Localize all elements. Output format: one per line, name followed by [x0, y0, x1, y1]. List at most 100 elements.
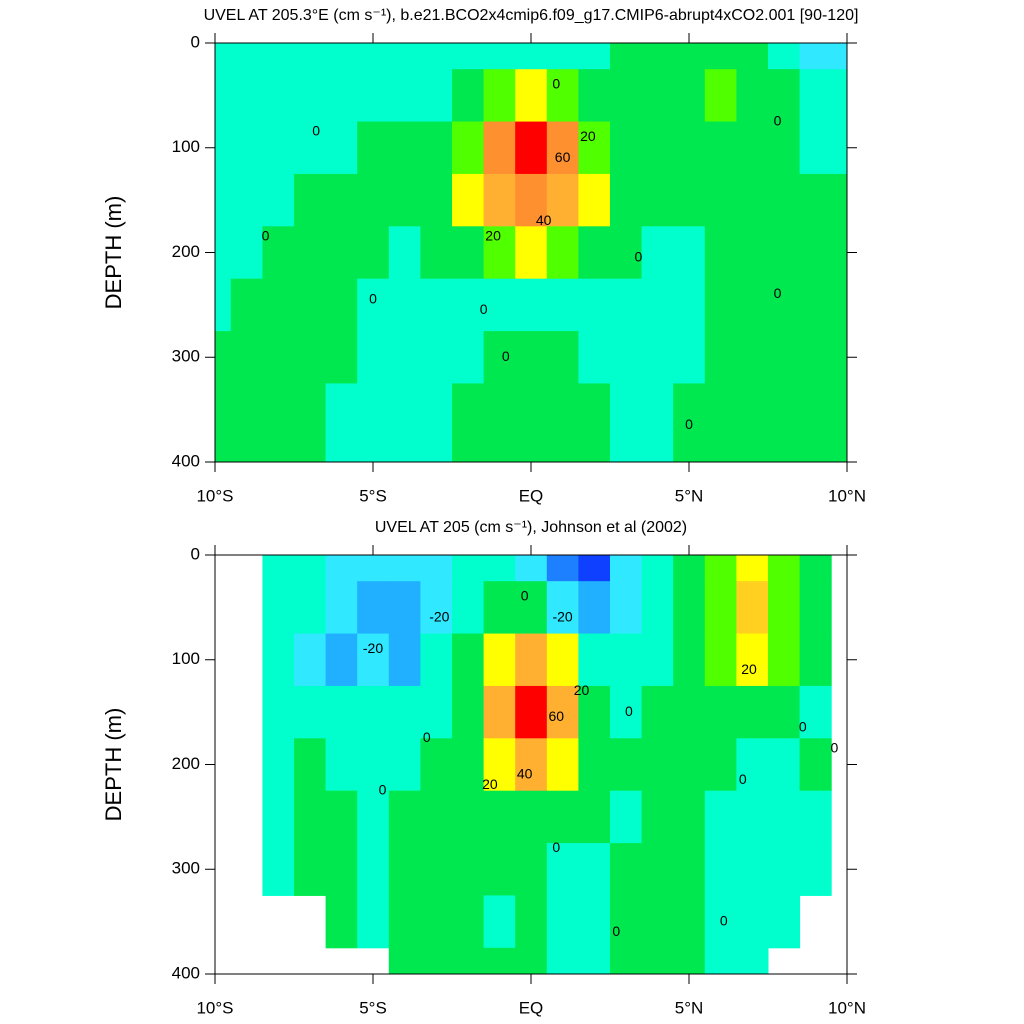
contour-cell: [546, 121, 579, 175]
contour-cell: [325, 685, 358, 739]
contour-cell: [768, 383, 801, 437]
contour-cell: [641, 226, 674, 280]
contour-cell: [515, 383, 548, 437]
contour-cell: [452, 173, 485, 227]
contour-label: 20: [485, 227, 501, 243]
contour-cell: [641, 738, 674, 792]
y-tick-label: 300: [172, 347, 200, 366]
contour-cell: [294, 581, 327, 635]
contour-cell: [515, 226, 548, 280]
contour-cell: [388, 633, 421, 687]
contour-label: 60: [548, 708, 564, 724]
contour-cell: [452, 331, 485, 384]
contour-cell: [768, 43, 801, 70]
contour-cell: [420, 435, 453, 463]
contour-label: 0: [739, 771, 747, 787]
contour-cell: [641, 121, 674, 175]
x-tick-label: EQ: [519, 998, 544, 1017]
x-tick-label: EQ: [519, 486, 544, 505]
contour-cell: [483, 43, 516, 70]
y-tick-label: 300: [172, 859, 200, 878]
contour-cell: [420, 895, 453, 949]
contour-cell: [452, 685, 485, 739]
contour-cell: [641, 633, 674, 687]
y-tick-label: 200: [172, 754, 200, 773]
contour-cell: [578, 581, 611, 635]
contour-cell: [420, 790, 453, 844]
contour-label: 0: [262, 227, 270, 243]
contour-cell: [831, 278, 848, 332]
contour-cell: [325, 43, 358, 70]
contour-cell: [483, 790, 516, 844]
contour-cell: [294, 843, 327, 896]
contour-cell: [388, 555, 421, 582]
contour-cell: [641, 947, 674, 975]
contour-cell: [610, 278, 643, 332]
contour-cell: [578, 278, 611, 332]
contour-cell: [325, 790, 358, 844]
contour-cell: [294, 555, 327, 582]
contour-cell: [704, 738, 737, 792]
contour-cell: [736, 685, 769, 739]
contour-label: 0: [521, 588, 529, 604]
contour-cell: [736, 895, 769, 949]
contour-cell: [420, 173, 453, 227]
contour-cell: [578, 633, 611, 687]
contour-cell: [357, 331, 390, 384]
contour-label: 20: [482, 776, 498, 792]
contour-label: 0: [799, 719, 807, 735]
contour-cell: [799, 633, 832, 687]
contour-cell: [831, 226, 848, 280]
contour-cell: [673, 555, 706, 582]
contour-cell: [768, 738, 801, 792]
contour-cell: [736, 383, 769, 437]
contour-cell: [578, 383, 611, 437]
contour-cell: [388, 226, 421, 280]
contour-cell: [357, 383, 390, 437]
contour-cell: [388, 738, 421, 792]
contour-cell: [673, 581, 706, 635]
contour-cell: [768, 226, 801, 280]
contour-cell: [578, 43, 611, 70]
x-tick-label: 10°N: [828, 486, 866, 505]
contour-cell: [230, 69, 263, 123]
contour-label: 0: [552, 839, 560, 855]
contour-cell: [831, 43, 848, 70]
contour-label: 0: [423, 729, 431, 745]
contour-cell: [704, 278, 737, 332]
contour-label: 0: [774, 285, 782, 301]
contour-cell: [215, 173, 232, 227]
contour-cell: [546, 555, 579, 582]
contour-cell: [704, 43, 737, 70]
contour-cell: [831, 331, 848, 384]
contour-label: 20: [741, 661, 757, 677]
contour-cell: [704, 685, 737, 739]
contour-cell: [831, 383, 848, 437]
contour-cell: [294, 790, 327, 844]
contour-cell: [736, 633, 769, 687]
contour-cell: [325, 581, 358, 635]
contour-cell: [673, 738, 706, 792]
contour-cell: [831, 69, 848, 123]
contour-cell: [736, 331, 769, 384]
contour-label: 0: [720, 912, 728, 928]
contour-cell: [546, 843, 579, 896]
contour-cell: [546, 331, 579, 384]
contour-cell: [215, 43, 232, 70]
contour-cell: [515, 790, 548, 844]
contour-cell: [768, 581, 801, 635]
contour-cell: [799, 790, 832, 844]
contour-cell: [768, 435, 801, 463]
contour-cell: [515, 555, 548, 582]
contour-cell: [704, 843, 737, 896]
contour-cell: [294, 43, 327, 70]
contour-cell: [768, 790, 801, 844]
contour-cell: [546, 895, 579, 949]
contour-cell: [325, 69, 358, 123]
contour-cell: [357, 43, 390, 70]
contour-cell: [546, 790, 579, 844]
contour-cell: [610, 685, 643, 739]
contour-cell: [610, 69, 643, 123]
contour-field: [262, 555, 832, 975]
